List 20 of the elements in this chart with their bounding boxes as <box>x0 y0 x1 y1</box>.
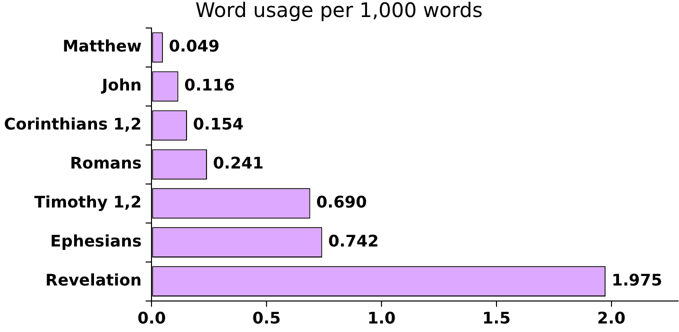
y-tick-label: John <box>100 76 142 95</box>
y-tick-label: Matthew <box>62 36 142 56</box>
y-tick-label: Ephesians <box>50 232 142 250</box>
x-tick-label: 0.0 <box>137 308 166 328</box>
data-label: 0.049 <box>168 36 220 56</box>
x-tick-label: 0.5 <box>252 308 281 328</box>
chart-title: Word usage per 1,000 words <box>195 0 483 22</box>
data-label: 0.116 <box>184 76 235 95</box>
data-label: 1.975 <box>612 270 662 290</box>
data-label: 0.690 <box>316 192 367 212</box>
data-label: 0.154 <box>193 114 244 134</box>
y-tick-label: Revelation <box>45 270 142 290</box>
x-tick-label: 2.0 <box>597 308 626 328</box>
x-tick-label: 1.5 <box>482 308 511 328</box>
data-label: 0.742 <box>328 232 379 250</box>
data-label: 0.241 <box>213 154 264 173</box>
y-tick-label: Romans <box>70 154 142 173</box>
x-tick-label: 1.0 <box>367 308 396 328</box>
y-tick-label: Timothy 1,2 <box>34 192 142 212</box>
y-tick-label: Corinthians 1,2 <box>4 114 142 134</box>
